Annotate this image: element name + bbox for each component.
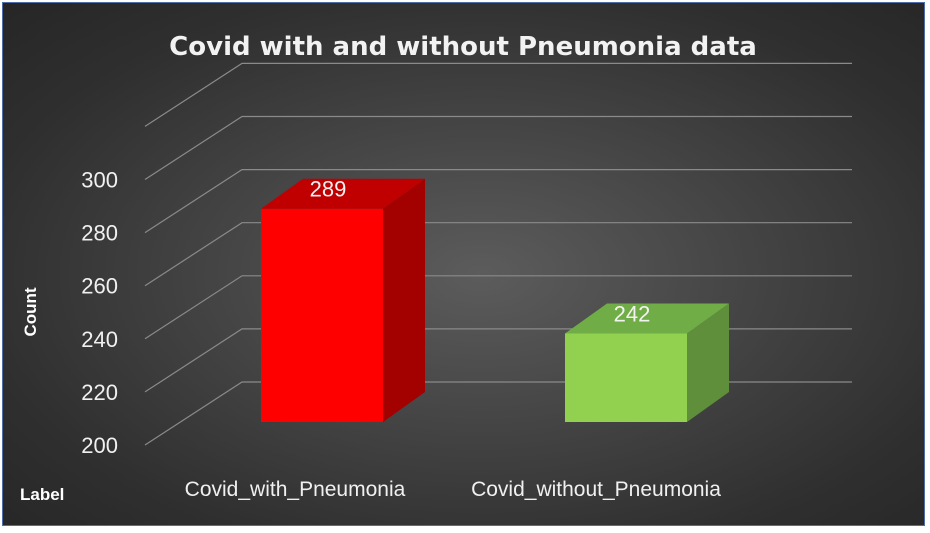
bar-Covid_without_Pneumonia: 242	[565, 301, 729, 422]
bar-side-1	[687, 303, 729, 422]
gridline-320	[144, 62, 852, 127]
y-tick-label-260: 260	[81, 274, 118, 299]
chart-title: Covid with and without Pneumonia data	[169, 32, 757, 62]
y-tick-label-240: 240	[81, 327, 118, 352]
data-label-1: 242	[614, 301, 651, 326]
gridline-280	[144, 169, 852, 234]
x-axis-label: Label	[20, 485, 64, 504]
bar-side-0	[383, 178, 425, 422]
gridline-260	[144, 222, 852, 287]
x-tick-label-0: Covid_with_Pneumonia	[185, 478, 406, 501]
bar-front-0	[261, 208, 383, 422]
y-tick-label-300: 300	[81, 168, 118, 193]
y-tick-labels: 200 220 240 260 280 300	[81, 168, 118, 459]
y-tick-label-200: 200	[81, 433, 118, 458]
x-tick-labels: Covid_with_Pneumonia Covid_without_Pneumo…	[185, 478, 722, 501]
gridline-200	[144, 381, 852, 446]
gridline-240	[144, 275, 852, 340]
y-tick-label-220: 220	[81, 380, 118, 405]
bar-top-1	[565, 303, 729, 334]
y-tick-label-280: 280	[81, 221, 118, 246]
bar-top-0	[261, 178, 425, 209]
gridlines	[144, 62, 852, 446]
x-tick-label-1: Covid_without_Pneumonia	[471, 478, 721, 501]
bar-Covid_with_Pneumonia: 289	[261, 177, 425, 422]
y-axis-label: Count	[21, 287, 40, 336]
data-label-0: 289	[310, 177, 347, 202]
gridline-300	[144, 115, 852, 181]
bar-front-1	[565, 333, 687, 422]
bars: 289 242	[261, 177, 729, 422]
